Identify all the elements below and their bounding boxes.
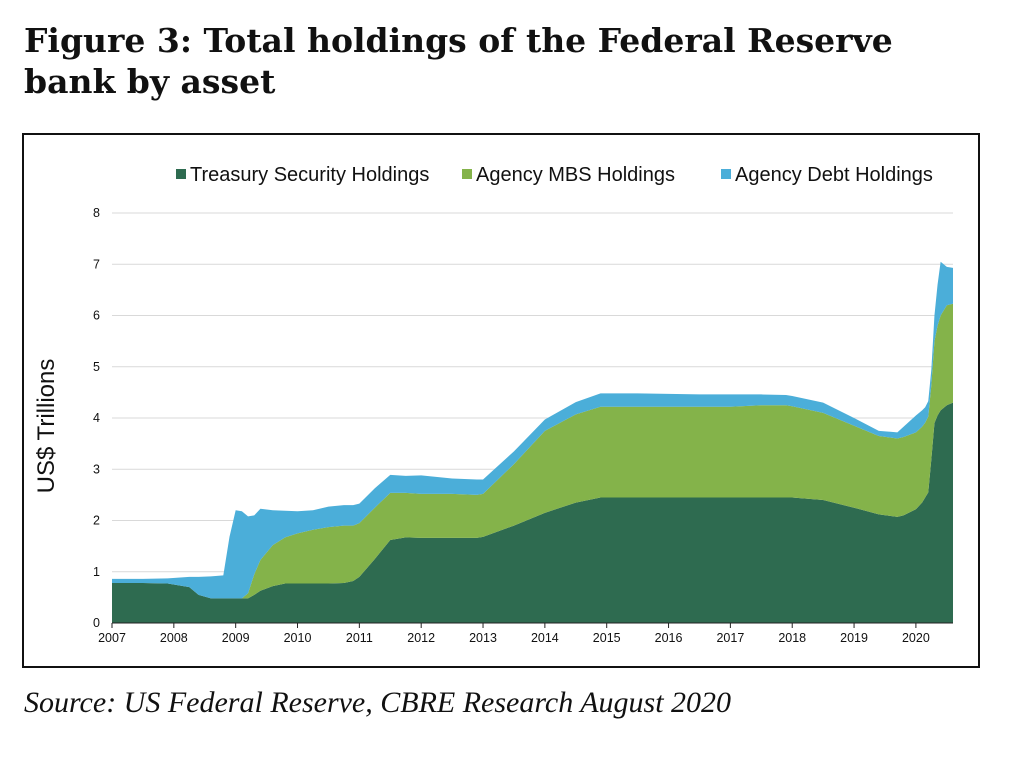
y-tick-label: 0 bbox=[93, 616, 100, 630]
x-tick-label: 2014 bbox=[531, 631, 559, 645]
y-tick-label: 3 bbox=[93, 462, 100, 476]
chart-frame: Treasury Security Holdings Agency MBS Hol… bbox=[22, 133, 980, 668]
legend-label: Agency Debt Holdings bbox=[735, 164, 933, 186]
legend-label: Treasury Security Holdings bbox=[190, 164, 429, 186]
y-tick-label: 1 bbox=[93, 565, 100, 579]
legend-swatch bbox=[462, 169, 472, 179]
area-agency-debt-holdings bbox=[112, 261, 953, 599]
area-treasury-security-holdings bbox=[112, 402, 953, 623]
x-tick-label: 2020 bbox=[902, 631, 930, 645]
area-agency-mbs-holdings bbox=[112, 303, 953, 599]
x-tick-label: 2009 bbox=[222, 631, 250, 645]
x-tick-label: 2017 bbox=[716, 631, 744, 645]
y-tick-label: 5 bbox=[93, 360, 100, 374]
legend: Treasury Security Holdings Agency MBS Hol… bbox=[176, 164, 933, 186]
x-tick-label: 2011 bbox=[346, 631, 373, 645]
y-tick-label: 6 bbox=[93, 309, 100, 323]
x-tick-label: 2015 bbox=[593, 631, 621, 645]
legend-swatch bbox=[721, 169, 731, 179]
y-tick-label: 2 bbox=[93, 514, 100, 528]
legend-swatch bbox=[176, 169, 186, 179]
x-tick-label: 2013 bbox=[469, 631, 497, 645]
axes: 0 1 2 3 4 5 6 7 8 2007 2008 2009 2010 2011 2012 2013 201… bbox=[93, 206, 953, 645]
x-tick-label: 2008 bbox=[160, 631, 188, 645]
x-tick-label: 2010 bbox=[284, 631, 312, 645]
y-tick-label: 8 bbox=[93, 206, 100, 220]
source-note: Source: US Federal Reserve, CBRE Researc… bbox=[24, 686, 732, 719]
figure-title: Figure 3: Total holdings of the Federal … bbox=[24, 21, 893, 101]
stacked-area-chart: Treasury Security Holdings Agency MBS Hol… bbox=[33, 164, 953, 645]
y-tick-label: 7 bbox=[93, 257, 100, 271]
x-tick-label: 2019 bbox=[840, 631, 868, 645]
x-tick-label: 2007 bbox=[98, 631, 126, 645]
x-tick-label: 2018 bbox=[778, 631, 806, 645]
x-tick-label: 2012 bbox=[407, 631, 435, 645]
x-tick-label: 2016 bbox=[655, 631, 683, 645]
y-axis-label: US$ Trillions bbox=[33, 359, 60, 494]
legend-label: Agency MBS Holdings bbox=[476, 164, 675, 186]
area-series bbox=[112, 261, 953, 623]
y-tick-label: 4 bbox=[93, 411, 100, 425]
